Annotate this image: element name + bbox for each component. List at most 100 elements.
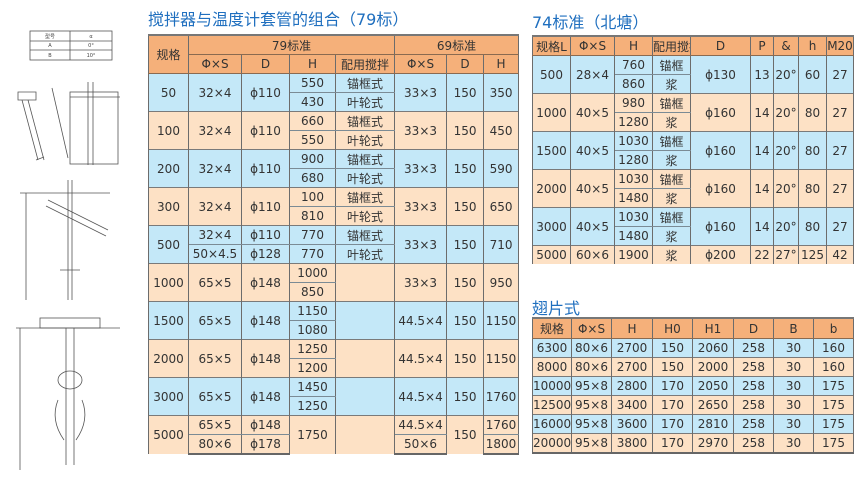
table-cell: 锚框 xyxy=(652,169,691,189)
table-cell: 锚框式 xyxy=(334,111,396,131)
table-cell: 160 xyxy=(813,338,854,358)
table-cell: 950 xyxy=(483,263,520,302)
table-row: 1280 浆 xyxy=(533,150,854,170)
table-cell: 1250 xyxy=(289,396,336,416)
table-cell: 20° xyxy=(773,207,799,246)
column-header: b xyxy=(813,317,854,339)
table-cell: 650 xyxy=(483,187,520,226)
legend-cell: B xyxy=(48,53,52,59)
table-cell: 80 xyxy=(798,131,827,170)
table-cell: 42 xyxy=(826,245,854,264)
spec-cell: 5000 xyxy=(148,415,189,454)
header-phi-s: Φ×S xyxy=(188,54,242,74)
table-cell: 80 xyxy=(798,207,827,246)
table-cell: 1280 xyxy=(614,112,653,132)
table-row: 3000 65×5 ϕ148 1450 44.5×4 150 1760 xyxy=(148,377,520,416)
table-row: 100 32×4 ϕ110 660 锚框式 33×3 150 450 xyxy=(148,111,520,150)
table-cell: 27 xyxy=(826,55,854,94)
column-header: H xyxy=(611,317,653,339)
table-row: 1250 xyxy=(149,396,519,416)
header-phi-s-69: Φ×S xyxy=(394,54,448,74)
table-row: 430 叶轮式 xyxy=(149,92,519,112)
table-cell xyxy=(334,339,396,378)
column-header: P xyxy=(750,35,774,56)
table-cell: 14 xyxy=(750,93,774,132)
table-row: 1200 xyxy=(149,358,519,378)
table-cell: 1000 xyxy=(289,263,336,283)
table-cell: ϕ130 xyxy=(690,55,751,94)
table-cell: ϕ148 xyxy=(241,263,290,302)
table-cell: ϕ110 xyxy=(241,187,290,226)
table-cell: 锚框式 xyxy=(334,225,396,245)
table-cell: 430 xyxy=(289,92,336,112)
column-header: 规格 xyxy=(532,317,572,339)
table-cell: 80×6 xyxy=(188,434,242,455)
table-cell: 2000 xyxy=(692,357,734,377)
table-cell: 浆 xyxy=(652,74,691,94)
table-cell: 14 xyxy=(750,207,774,246)
table-row: 3000 40×5 1030 锚框 ϕ160 14 20° 80 27 xyxy=(532,207,854,246)
table-cell: ϕ110 xyxy=(241,111,290,150)
table-cell: 170 xyxy=(652,433,693,454)
table-cell: 20° xyxy=(773,55,799,94)
table-cell: 150 xyxy=(446,225,485,264)
table-cell: 258 xyxy=(733,433,774,454)
table-cell: 810 xyxy=(289,206,336,226)
table-cell: 150 xyxy=(446,301,485,340)
table-row: 20000 95×8 3800 170 2970 258 30 175 xyxy=(532,433,854,454)
table-cell: 150 xyxy=(446,187,485,226)
table-cell: 1030 xyxy=(614,131,653,151)
header-79-standard: 79标准 xyxy=(187,34,396,55)
table-cell: 27 xyxy=(826,169,854,208)
column-header: B xyxy=(773,317,814,339)
table-row: 550 叶轮式 xyxy=(149,130,519,150)
table-cell: 40×5 xyxy=(570,207,615,246)
table-cell: 33×3 xyxy=(394,73,448,112)
table-cell: 850 xyxy=(289,282,336,302)
table-cell: ϕ160 xyxy=(690,169,751,208)
table-cell: 32×4 xyxy=(188,149,242,188)
table-cell: 2700 xyxy=(611,338,653,358)
column-header: H1 xyxy=(692,317,734,339)
table-cell: 80×6 xyxy=(571,357,612,377)
table-cell: 44.5×4 xyxy=(394,415,448,435)
table-cell: 590 xyxy=(483,149,520,188)
table-cell: 40×5 xyxy=(570,169,615,208)
table-cell: 1480 xyxy=(614,226,653,246)
table-cell: 175 xyxy=(813,376,854,396)
spec-cell: 1500 xyxy=(532,131,571,170)
table-row: 2000 40×5 1030 锚框 ϕ160 14 20° 80 27 xyxy=(532,169,854,208)
table-cell: 27° xyxy=(773,245,799,264)
column-header: 规格L xyxy=(532,35,571,56)
table-cell: 65×5 xyxy=(188,301,242,340)
table-cell: 27 xyxy=(826,93,854,132)
table-cell: 50×4.5 xyxy=(188,244,242,264)
column-header: & xyxy=(773,35,799,56)
table-cell: 450 xyxy=(483,111,520,150)
table-cell: ϕ148 xyxy=(241,377,290,416)
table-cell: 80 xyxy=(798,93,827,132)
spec-cell: 500 xyxy=(532,55,571,94)
table-cell: 660 xyxy=(289,111,336,131)
table-cell xyxy=(334,377,396,416)
table-row: 1500 65×5 ϕ148 1150 44.5×4 150 1150 xyxy=(148,301,520,340)
table-row: 850 xyxy=(149,282,519,302)
table-row: 1000 65×5 ϕ148 1000 33×3 150 950 xyxy=(148,263,520,302)
table-cell: 1200 xyxy=(289,358,336,378)
table-row: 1500 40×5 1030 锚框 ϕ160 14 20° 80 27 xyxy=(532,131,854,170)
table-cell: 258 xyxy=(733,376,774,396)
header-h: H xyxy=(289,54,336,74)
table-cell: 80 xyxy=(798,169,827,208)
table-cell: 170 xyxy=(652,395,693,415)
table-cell: 30 xyxy=(773,414,814,434)
table-cell: 32×4 xyxy=(188,187,242,226)
table-cell: 13 xyxy=(750,55,774,94)
table-cell xyxy=(334,301,396,340)
spec-cell: 1000 xyxy=(532,93,571,132)
table-cell: 3600 xyxy=(611,414,653,434)
table-row: 200 32×4 ϕ110 900 锚框式 33×3 150 590 xyxy=(148,149,520,188)
table-cell: 1030 xyxy=(614,207,653,227)
spec-cell: 1500 xyxy=(148,301,189,340)
legend-cell: 0° xyxy=(88,43,94,49)
table-cell: 14 xyxy=(750,169,774,208)
